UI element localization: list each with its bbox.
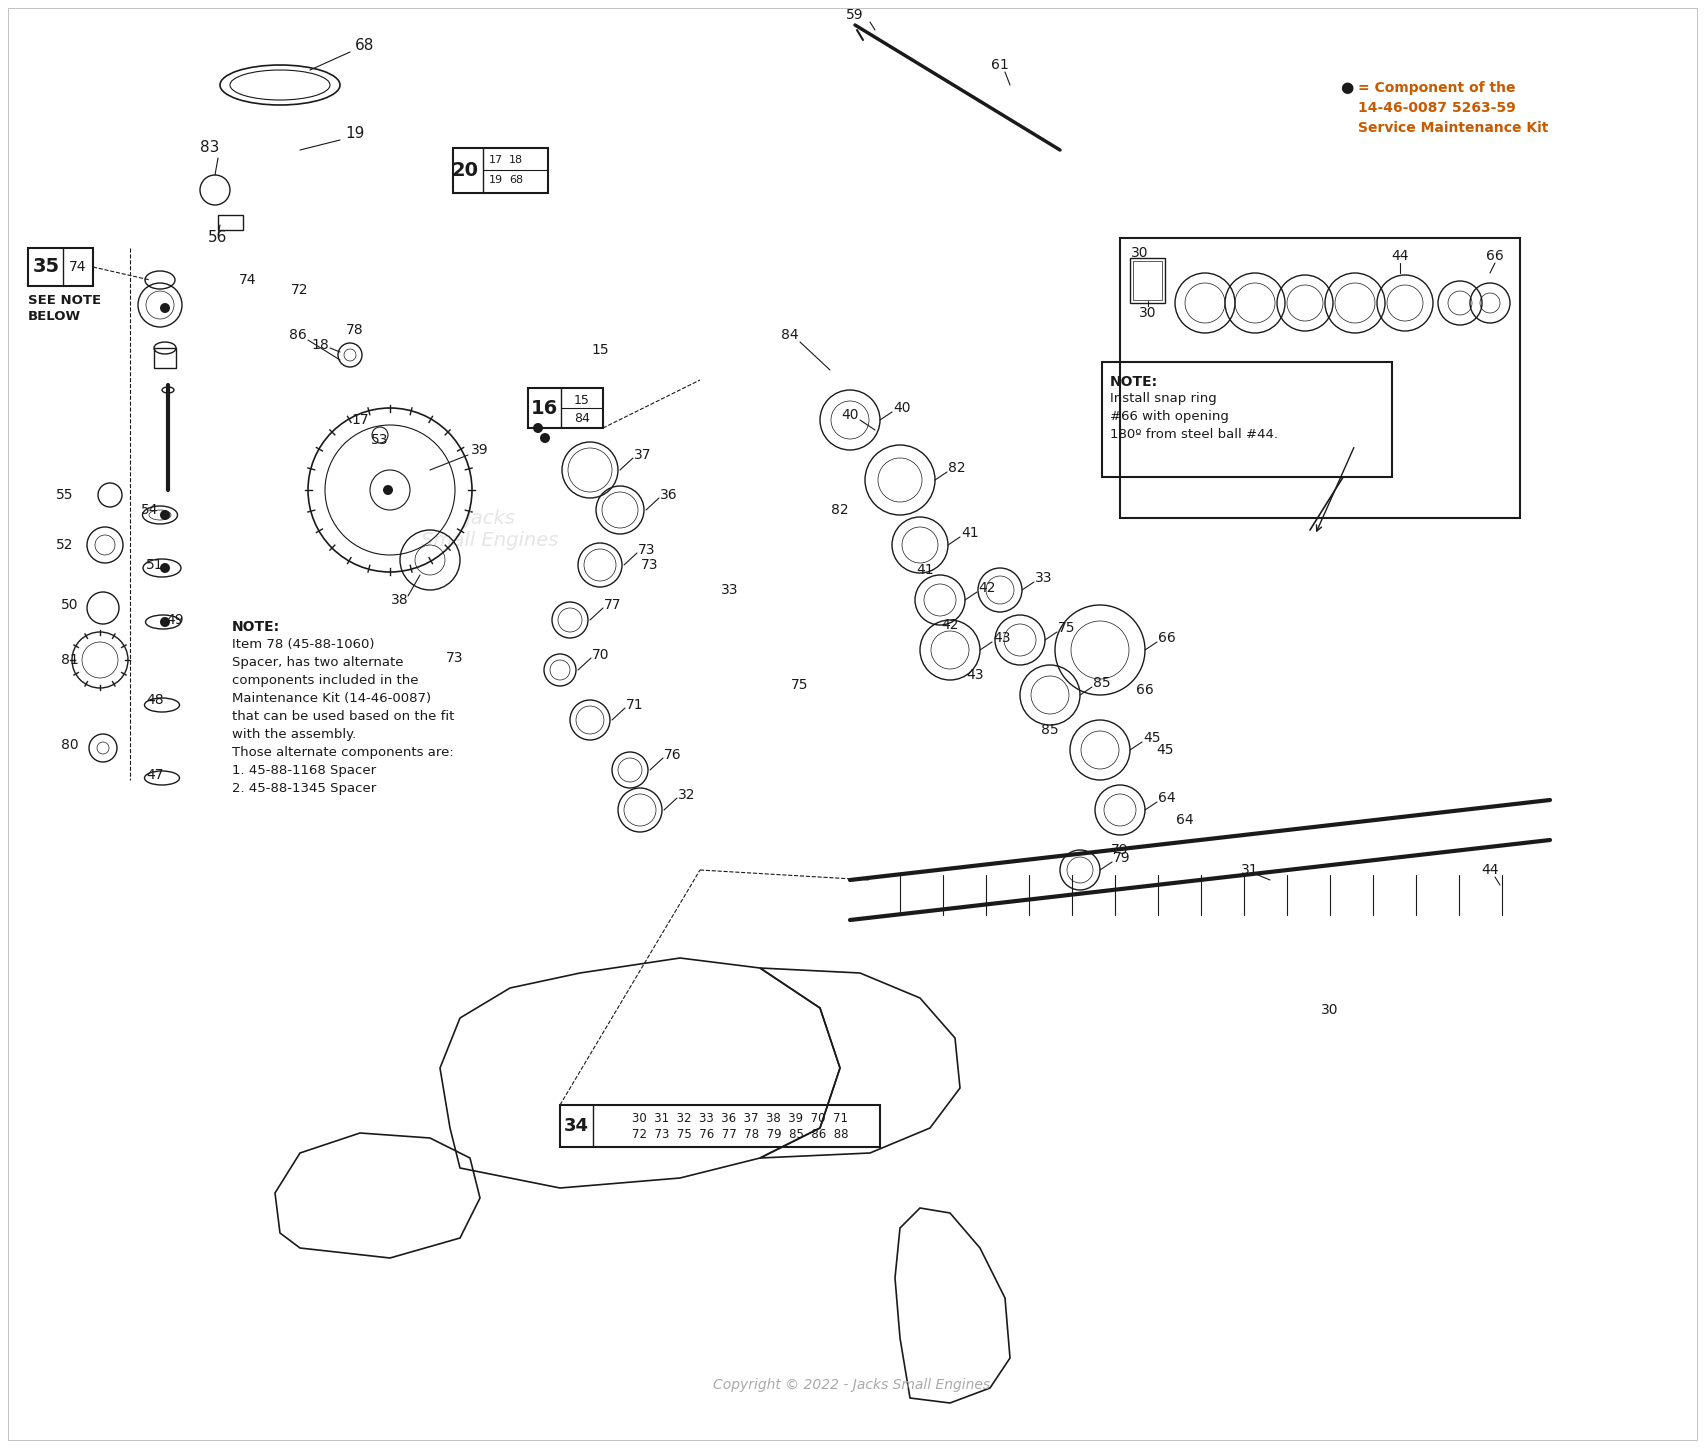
Text: 55: 55 <box>56 488 73 502</box>
Bar <box>1130 258 1165 303</box>
Text: 15: 15 <box>592 343 609 358</box>
Text: 30: 30 <box>1139 306 1156 320</box>
Text: 44: 44 <box>1391 249 1408 264</box>
Text: 47: 47 <box>147 767 164 782</box>
Text: 44: 44 <box>1482 863 1499 877</box>
Circle shape <box>384 485 392 495</box>
Text: 42: 42 <box>979 581 996 595</box>
Text: 74: 74 <box>239 274 257 287</box>
Circle shape <box>160 303 171 313</box>
Text: 45: 45 <box>1156 743 1173 757</box>
Text: 66: 66 <box>1136 683 1154 696</box>
Text: 51: 51 <box>147 557 164 572</box>
Text: 72  73  75  76  77  78  79  85  86  88: 72 73 75 76 77 78 79 85 86 88 <box>633 1128 849 1141</box>
Circle shape <box>540 433 551 443</box>
Text: 18: 18 <box>508 155 523 165</box>
Text: 64: 64 <box>1158 791 1176 805</box>
Text: NOTE:: NOTE: <box>1110 375 1158 390</box>
Text: 39: 39 <box>471 443 489 458</box>
Text: 17: 17 <box>489 155 503 165</box>
Bar <box>454 148 547 193</box>
Text: 66: 66 <box>1487 249 1504 264</box>
Text: 79: 79 <box>1113 851 1130 864</box>
Text: Install snap ring
#66 with opening
180º from steel ball #44.: Install snap ring #66 with opening 180º … <box>1110 392 1279 442</box>
Text: 38: 38 <box>390 594 409 607</box>
Circle shape <box>160 617 171 627</box>
Text: 84: 84 <box>781 329 800 342</box>
Text: 83: 83 <box>199 140 220 155</box>
Text: 16: 16 <box>530 398 558 417</box>
Text: 32: 32 <box>679 788 696 802</box>
Text: 45: 45 <box>1144 731 1161 746</box>
Text: ●: ● <box>1340 81 1354 96</box>
Text: 41: 41 <box>916 563 934 576</box>
Text: 82: 82 <box>832 502 849 517</box>
Text: 19: 19 <box>489 175 503 185</box>
Text: 73: 73 <box>638 543 656 557</box>
Text: 43: 43 <box>994 631 1011 644</box>
Text: 19: 19 <box>346 126 365 140</box>
Bar <box>559 1105 880 1147</box>
Text: 36: 36 <box>660 488 679 502</box>
Text: 74: 74 <box>70 261 87 274</box>
Text: 30: 30 <box>1321 1003 1338 1016</box>
Text: 41: 41 <box>962 526 979 540</box>
Text: 50: 50 <box>61 598 78 613</box>
Text: 86: 86 <box>290 329 307 342</box>
Text: Item 78 (45-88-1060)
Spacer, has two alternate
components included in the
Mainte: Item 78 (45-88-1060) Spacer, has two alt… <box>232 639 454 795</box>
Text: 37: 37 <box>634 447 651 462</box>
Circle shape <box>160 563 171 573</box>
Text: 31: 31 <box>1241 863 1258 877</box>
Text: 54: 54 <box>142 502 159 517</box>
Text: 52: 52 <box>56 539 73 552</box>
Text: 56: 56 <box>208 230 228 246</box>
Text: 68: 68 <box>355 38 375 52</box>
Text: Jacks
Small Engines: Jacks Small Engines <box>421 510 559 550</box>
Text: 40: 40 <box>841 408 859 421</box>
Text: 30  31  32  33  36  37  38  39  70  71: 30 31 32 33 36 37 38 39 70 71 <box>633 1112 847 1125</box>
Bar <box>529 388 604 429</box>
Text: 79: 79 <box>1112 843 1129 857</box>
Text: 42: 42 <box>941 618 958 631</box>
Bar <box>1134 261 1163 300</box>
Text: 66: 66 <box>1158 631 1176 644</box>
Text: 73: 73 <box>447 652 464 665</box>
Text: 71: 71 <box>626 698 644 712</box>
Text: 17: 17 <box>351 413 368 427</box>
Bar <box>27 248 94 287</box>
Text: 20: 20 <box>452 161 479 180</box>
Text: 73: 73 <box>641 557 658 572</box>
Bar <box>218 214 244 230</box>
Text: 70: 70 <box>592 649 610 662</box>
Text: 15: 15 <box>575 394 590 407</box>
Bar <box>1120 237 1519 518</box>
Text: 85: 85 <box>1042 723 1059 737</box>
Text: NOTE:: NOTE: <box>232 620 280 634</box>
Text: 30: 30 <box>1130 246 1149 261</box>
Text: 40: 40 <box>893 401 910 416</box>
Text: 49: 49 <box>165 613 184 627</box>
Text: 14-46-0087 5263-59: 14-46-0087 5263-59 <box>1357 101 1516 114</box>
Text: 84: 84 <box>575 411 590 424</box>
Text: 82: 82 <box>948 460 965 475</box>
Text: 64: 64 <box>1176 812 1193 827</box>
Text: 77: 77 <box>604 598 622 613</box>
Text: 81: 81 <box>61 653 78 668</box>
Text: = Component of the: = Component of the <box>1357 81 1516 96</box>
Text: 18: 18 <box>310 337 329 352</box>
Text: 59: 59 <box>846 9 864 22</box>
Text: SEE NOTE: SEE NOTE <box>27 294 101 307</box>
Text: 72: 72 <box>292 282 309 297</box>
Text: 78: 78 <box>346 323 363 337</box>
Text: 68: 68 <box>508 175 523 185</box>
Text: 35: 35 <box>32 258 60 277</box>
Circle shape <box>160 510 171 520</box>
Text: BELOW: BELOW <box>27 310 82 323</box>
Bar <box>1101 362 1391 476</box>
Text: Copyright © 2022 - Jacks Small Engines: Copyright © 2022 - Jacks Small Engines <box>713 1378 991 1392</box>
Text: 85: 85 <box>1093 676 1112 691</box>
Text: 75: 75 <box>1059 621 1076 636</box>
Text: 76: 76 <box>665 749 682 762</box>
Bar <box>153 348 176 368</box>
Text: 34: 34 <box>563 1116 588 1135</box>
